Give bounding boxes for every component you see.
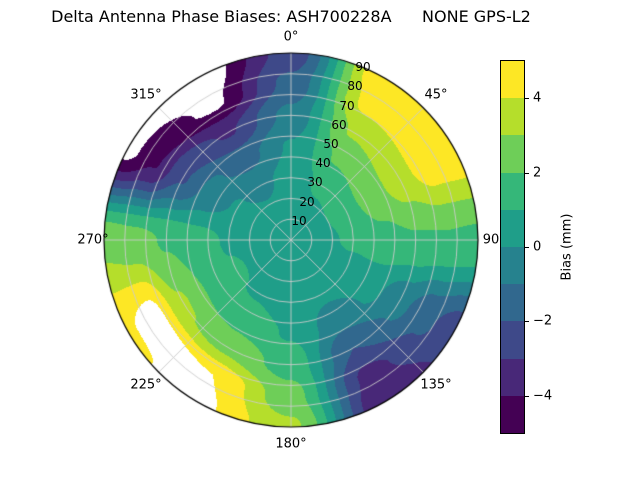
- colorbar-band: [501, 358, 524, 396]
- colorbar-band: [501, 135, 524, 173]
- radial-label-10: 10: [291, 214, 307, 228]
- colorbar-tick-neg4: −4: [533, 388, 553, 404]
- colorbar-tick-4: 4: [533, 90, 542, 106]
- colorbar-tickmark: [525, 98, 529, 99]
- azimuth-label-90: 90: [482, 232, 500, 248]
- colorbar-band: [501, 395, 524, 434]
- colorbar-band: [501, 247, 524, 285]
- colorbar-band: [501, 61, 524, 99]
- radial-label-70: 70: [339, 99, 355, 113]
- colorbar-tickmark: [525, 247, 529, 248]
- polar-contour-plot: [101, 50, 481, 430]
- chart-title: Delta Antenna Phase Biases: ASH700228A N…: [51, 7, 531, 26]
- azimuth-label-135: 135°: [420, 377, 452, 393]
- colorbar-tickmark: [525, 396, 529, 397]
- colorbar: [500, 60, 525, 434]
- azimuth-label-270: 270°: [77, 232, 109, 248]
- colorbar-band: [501, 321, 524, 359]
- azimuth-label-0: 0°: [283, 29, 299, 45]
- colorbar-tickmark: [525, 173, 529, 174]
- azimuth-label-180: 180°: [275, 436, 307, 452]
- colorbar-band: [501, 98, 524, 136]
- radial-label-30: 30: [307, 175, 323, 189]
- colorbar-tick-neg2: −2: [533, 313, 553, 329]
- azimuth-label-315: 315°: [130, 87, 162, 103]
- colorbar-tick-0: 0: [533, 239, 542, 255]
- azimuth-label-225: 225°: [130, 377, 162, 393]
- colorbar-band: [501, 209, 524, 248]
- colorbar-tickmark: [525, 321, 529, 322]
- radial-label-20: 20: [299, 195, 315, 209]
- colorbar-band: [501, 172, 524, 210]
- colorbar-band: [501, 284, 524, 322]
- radial-label-80: 80: [347, 79, 363, 93]
- colorbar-label: Bias (mm): [559, 213, 575, 281]
- radial-label-40: 40: [315, 156, 331, 170]
- radial-label-50: 50: [323, 137, 339, 151]
- azimuth-label-45: 45°: [424, 87, 448, 103]
- colorbar-tick-2: 2: [533, 165, 542, 181]
- radial-label-60: 60: [331, 118, 347, 132]
- radial-label-90: 90: [355, 60, 371, 74]
